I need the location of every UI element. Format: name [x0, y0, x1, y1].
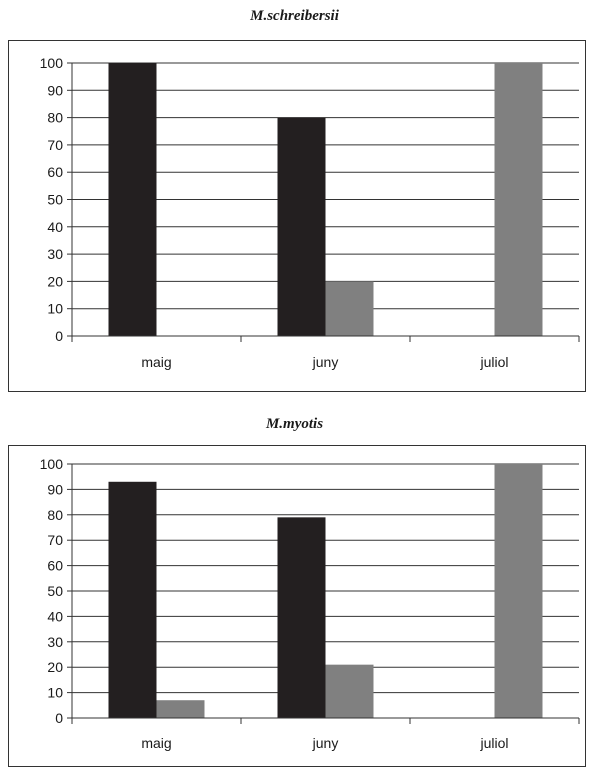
y-tick-label: 50	[47, 192, 63, 208]
bar	[156, 700, 205, 718]
y-tick-label: 70	[47, 532, 63, 548]
bar	[494, 464, 543, 718]
bar	[108, 63, 157, 336]
chart-schreibersii-plot: 0 10 20 30 40 50 60 70 80 90 100 maig juny juliol	[40, 55, 580, 370]
x-category-label: juny	[312, 735, 339, 751]
bar	[325, 664, 374, 718]
y-tick-label: 80	[47, 110, 63, 126]
bar	[277, 117, 326, 336]
chart-myotis: 0 10 20 30 40 50 60 70 80 90 100 maig juny juliol	[8, 445, 586, 767]
y-tick-label: 90	[47, 82, 63, 98]
y-tick-label: 90	[47, 481, 63, 497]
y-tick-label: 40	[47, 219, 63, 235]
y-tick-label: 60	[47, 558, 63, 574]
y-tick-label: 40	[47, 608, 63, 624]
y-tick-label: 30	[47, 246, 63, 262]
bar	[108, 481, 157, 718]
chart-title-schreibersii: M.schreibersii	[250, 8, 339, 24]
chart-title-myotis: M.myotis	[265, 416, 324, 432]
x-category-label: maig	[141, 735, 171, 751]
y-tick-label: 100	[40, 456, 64, 472]
y-tick-label: 70	[47, 137, 63, 153]
bar	[277, 517, 326, 718]
bar	[494, 63, 543, 336]
x-category-label: juny	[312, 354, 339, 370]
bar	[325, 281, 374, 336]
x-category-label: maig	[141, 354, 171, 370]
y-tick-label: 80	[47, 507, 63, 523]
y-tick-label: 60	[47, 164, 63, 180]
y-tick-label: 50	[47, 583, 63, 599]
chart-schreibersii: 0 10 20 30 40 50 60 70 80 90 100 maig juny juliol	[8, 40, 586, 392]
x-category-label: juliol	[479, 735, 508, 751]
y-tick-label: 20	[47, 273, 63, 289]
y-tick-label: 10	[47, 301, 63, 317]
y-tick-label: 0	[55, 710, 63, 726]
y-tick-label: 0	[55, 328, 63, 344]
y-tick-label: 20	[47, 659, 63, 675]
y-tick-label: 30	[47, 634, 63, 650]
y-tick-label: 100	[40, 55, 64, 71]
chart-myotis-plot: 0 10 20 30 40 50 60 70 80 90 100 maig juny juliol	[40, 456, 580, 751]
y-tick-label: 10	[47, 685, 63, 701]
x-category-label: juliol	[479, 354, 508, 370]
